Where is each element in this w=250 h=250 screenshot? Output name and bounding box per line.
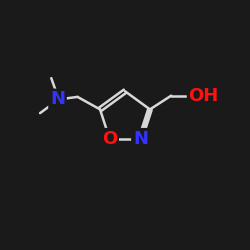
Text: N: N bbox=[133, 130, 148, 148]
Text: N: N bbox=[50, 90, 65, 108]
Text: O: O bbox=[102, 130, 117, 148]
Text: OH: OH bbox=[188, 87, 219, 105]
